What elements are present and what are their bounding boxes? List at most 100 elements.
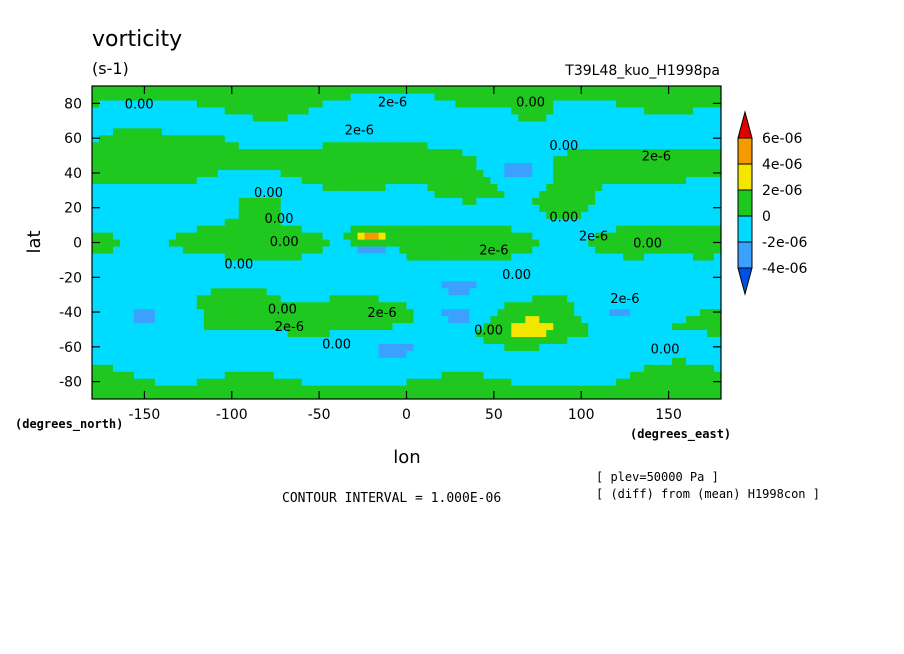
field-cell [224,99,233,108]
field-cell [154,148,163,157]
field-cell [154,259,163,268]
field-cell [343,364,352,372]
field-cell [672,190,680,198]
field-cell [490,343,498,351]
field-cell [364,120,373,129]
field-cell [406,155,415,164]
field-cell [329,259,338,268]
field-cell [476,294,484,303]
field-cell [196,197,205,205]
field-cell [469,252,477,261]
field-cell [714,385,721,393]
field-cell [196,127,205,136]
field-cell [406,252,415,261]
field-cell [245,350,254,358]
field-cell [189,176,198,184]
field-cell [322,301,331,310]
field-cell [378,127,387,136]
field-cell [616,308,624,317]
field-cell [343,225,352,233]
field-cell [483,273,491,282]
field-cell [672,218,680,226]
field-cell [525,134,533,143]
field-cell [287,259,296,268]
field-cell [476,287,484,296]
field-cell [525,99,533,108]
field-cell [105,141,114,150]
field-cell [623,252,631,261]
field-cell [203,287,212,296]
field-cell [98,113,107,122]
field-cell [378,308,387,317]
field-cell [574,392,582,399]
field-cell [357,183,366,191]
field-cell [308,294,317,303]
field-cell [385,371,394,379]
field-cell [623,239,631,247]
field-cell [140,134,149,143]
field-cell [371,239,380,247]
field-cell [441,106,450,115]
field-cell [651,162,659,171]
field-cell [224,190,233,198]
field-cell [301,385,310,393]
field-cell [574,329,582,337]
field-cell [644,120,652,129]
field-cell [434,336,443,344]
field-cell [224,106,233,115]
field-cell [266,176,275,184]
field-cell [252,92,261,101]
field-cell [336,350,345,358]
field-cell [105,385,114,393]
field-cell [434,280,443,289]
field-cell [476,301,484,310]
field-cell [154,357,163,365]
field-cell [196,169,205,178]
field-cell [126,287,135,296]
contour-label: 0.00 [322,337,351,352]
field-cell [364,106,373,115]
field-cell [462,204,470,212]
field-cell [679,322,687,331]
field-cell [413,315,422,324]
field-cell [161,99,170,108]
field-cell [378,106,387,115]
field-cell [714,176,721,184]
field-cell [224,287,233,296]
field-cell [455,252,464,261]
field-cell [385,336,394,344]
field-cell [630,245,638,254]
field-cell [210,371,219,379]
field-cell [182,120,191,129]
field-cell [490,322,498,331]
field-cell [413,273,422,282]
field-cell [119,357,128,365]
field-cell [644,294,652,303]
field-cell [140,301,149,310]
field-cell [525,183,533,191]
contour-label: 0.00 [474,323,503,338]
field-cell [581,113,589,122]
field-cell [364,176,373,184]
field-cell [651,197,659,205]
field-cell [259,106,268,115]
field-cell [392,336,401,344]
field-cell [588,106,596,115]
field-cell [546,92,554,101]
field-cell [357,162,366,171]
field-cell [147,273,156,282]
field-cell [168,218,177,226]
field-cell [581,211,589,219]
field-cell [546,155,554,164]
field-cell [182,169,191,178]
field-cell [98,134,107,143]
field-cell [532,322,540,331]
field-cell [175,218,184,226]
field-cell [623,141,631,150]
field-cell [679,294,687,303]
field-cell [574,197,582,205]
field-cell [378,99,387,108]
field-cell [301,371,310,379]
field-cell [280,301,289,310]
field-cell [700,371,708,379]
